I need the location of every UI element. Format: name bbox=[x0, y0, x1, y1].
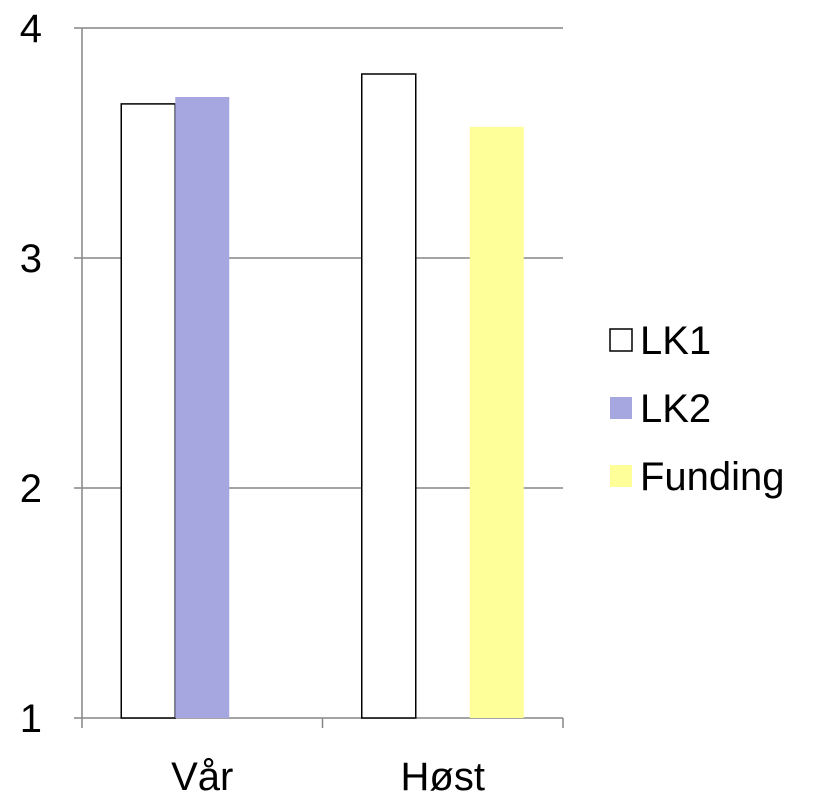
legend-label-lk1: LK1 bbox=[640, 319, 711, 363]
y-tick-label: 1 bbox=[20, 697, 42, 741]
y-tick-label: 2 bbox=[20, 467, 42, 511]
x-tick-label: Høst bbox=[401, 755, 485, 796]
bars bbox=[120, 73, 524, 719]
legend-swatch-lk2 bbox=[610, 397, 632, 419]
y-tick-labels: 1 2 3 4 bbox=[20, 7, 42, 741]
legend-swatch-lk1 bbox=[609, 328, 633, 352]
bar-lk1-0 bbox=[120, 103, 176, 719]
y-tick-label: 3 bbox=[20, 237, 42, 281]
legend-label-funding: Funding bbox=[640, 455, 785, 499]
legend: LK1 LK2 Funding bbox=[609, 319, 785, 499]
legend-label-lk2: LK2 bbox=[640, 387, 711, 431]
y-tick-label: 4 bbox=[20, 7, 42, 51]
bar-lk2-0 bbox=[175, 97, 230, 718]
bar-funding-1 bbox=[469, 126, 524, 718]
bar-lk1-1 bbox=[361, 73, 417, 719]
x-tick-label: Vår bbox=[171, 755, 233, 796]
x-tick-labels: Vår Høst bbox=[171, 755, 485, 796]
legend-swatch-funding bbox=[610, 465, 632, 487]
